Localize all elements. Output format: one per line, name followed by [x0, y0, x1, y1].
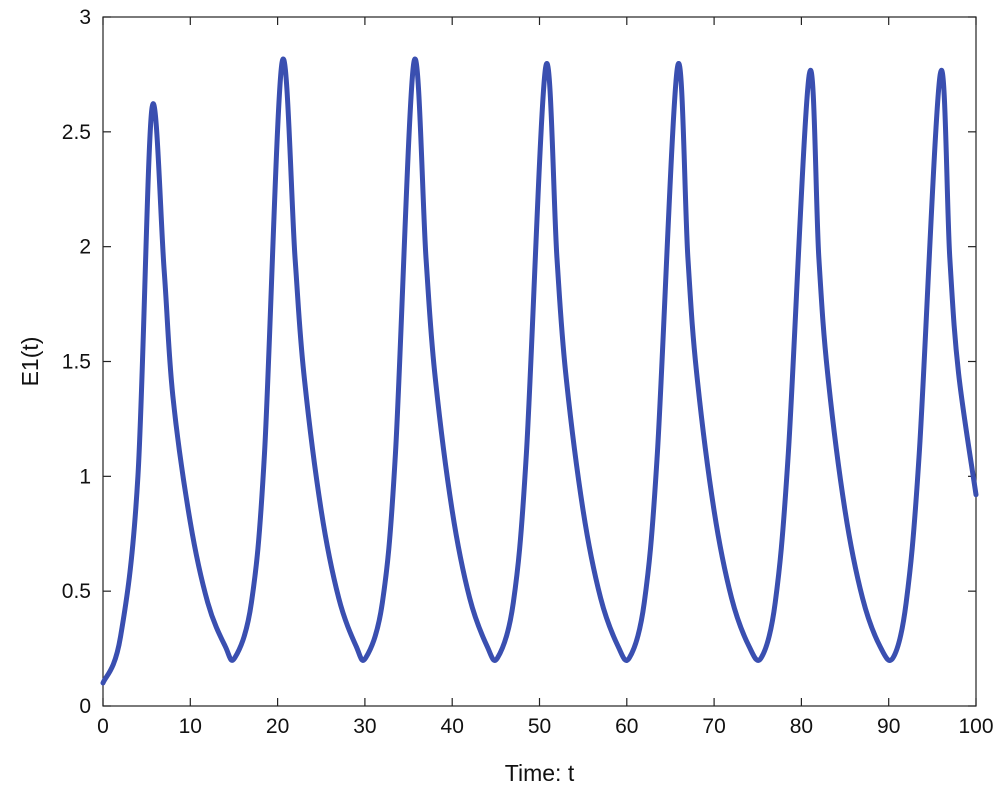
x-tick-label: 80 [790, 715, 813, 738]
x-tick-label: 0 [97, 715, 109, 738]
x-tick-label: 30 [353, 715, 376, 738]
x-tick-label: 90 [877, 715, 900, 738]
x-tick-label: 50 [528, 715, 551, 738]
y-tick-label: 1 [79, 465, 91, 488]
x-tick-label: 20 [266, 715, 289, 738]
y-tick-label: 1.5 [62, 351, 91, 374]
x-tick-label: 100 [958, 715, 993, 738]
x-tick-label: 60 [615, 715, 638, 738]
y-tick-label: 0.5 [62, 580, 91, 603]
y-tick-label: 2 [79, 236, 91, 259]
x-tick-label: 10 [179, 715, 202, 738]
y-axis-ticks: 0 0.5 1 1.5 2 2.5 3 [62, 6, 976, 718]
y-tick-label: 2.5 [62, 121, 91, 144]
y-tick-label: 0 [79, 695, 91, 718]
x-tick-label: 70 [702, 715, 725, 738]
x-axis-ticks: 0 10 20 30 40 50 60 70 80 90 100 [97, 17, 994, 738]
y-tick-label: 3 [79, 6, 91, 29]
x-tick-label: 40 [441, 715, 464, 738]
x-axis-title: Time: t [505, 760, 575, 786]
y-axis-title: E1(t) [17, 337, 43, 387]
series-line-e1 [100, 56, 979, 686]
